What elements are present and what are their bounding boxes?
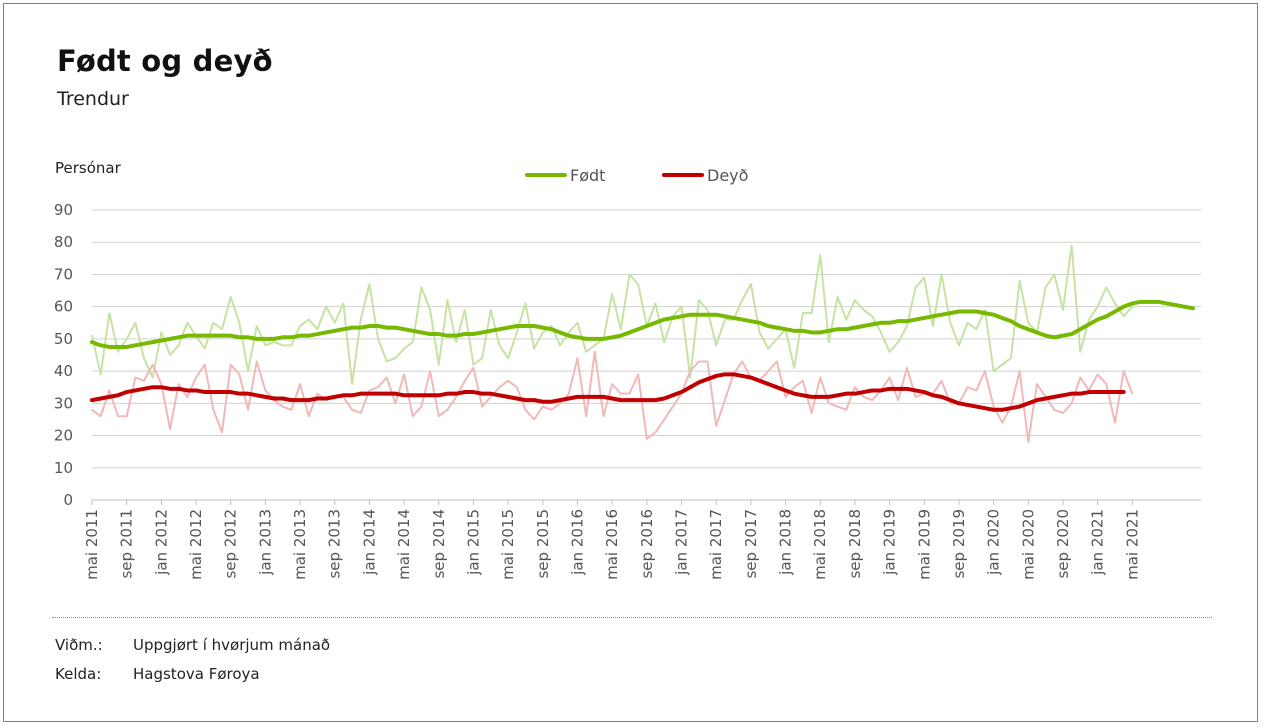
x-tick-label: mai 2020 — [1019, 509, 1037, 580]
x-tick-label: jan 2019 — [881, 509, 899, 576]
footnote-source-row: Kelda: Hagstova Føroya — [55, 665, 260, 683]
footnote-note-row: Viðm.: Uppgjørt í hvørjum mánað — [55, 636, 330, 654]
y-tick-label: 0 — [63, 491, 73, 509]
x-tick-label: jan 2013 — [256, 509, 274, 576]
x-tick-label: sep 2020 — [1054, 509, 1072, 579]
x-tick-label: mai 2013 — [291, 509, 309, 580]
x-tick-label: sep 2014 — [430, 509, 448, 579]
trend-line-born — [90, 299, 1195, 349]
x-tick-label: sep 2017 — [742, 509, 760, 579]
y-tick-label: 80 — [54, 233, 73, 251]
legend-label-born: Født — [570, 166, 605, 185]
y-tick-label: 90 — [54, 201, 73, 219]
trend-line-dead — [90, 372, 1126, 412]
x-tick-label: sep 2013 — [326, 509, 344, 579]
x-tick-label: mai 2016 — [603, 509, 621, 580]
x-tick-label: mai 2021 — [1123, 509, 1141, 580]
x-tick-label: mai 2018 — [811, 509, 829, 580]
y-tick-label: 70 — [54, 265, 73, 283]
x-tick-label: mai 2017 — [707, 509, 725, 580]
x-tick-label: jan 2016 — [568, 509, 586, 576]
x-tick-label: jan 2020 — [985, 509, 1003, 576]
chart-title: Født og deyð — [57, 44, 273, 78]
chart-frame — [3, 3, 1258, 722]
x-axis: mai 2011 sep 2011 jan 2012 mai 2012 sep 2012… — [83, 499, 1201, 580]
x-tick-label: sep 2018 — [846, 509, 864, 579]
footnote-note-label: Viðm.: — [55, 636, 103, 654]
x-tick-label: jan 2015 — [464, 509, 482, 576]
x-tick-label: jan 2014 — [360, 509, 378, 576]
x-tick-label: sep 2012 — [222, 509, 240, 579]
footnote-note-text: Uppgjørt í hvørjum mánað — [133, 636, 331, 654]
x-tick-label: jan 2018 — [777, 509, 795, 576]
y-axis-ticks: 0 10 20 30 40 50 60 70 80 90 — [54, 201, 73, 509]
legend: Født Deyð — [525, 166, 748, 185]
x-tick-label: jan 2021 — [1089, 509, 1107, 576]
y-axis-label: Persónar — [55, 159, 121, 177]
x-tick-label: sep 2016 — [638, 509, 656, 579]
x-tick-label: mai 2011 — [83, 509, 101, 580]
x-tick-label: mai 2019 — [915, 509, 933, 580]
x-tick-label: sep 2019 — [950, 509, 968, 579]
x-tick-label: jan 2012 — [152, 509, 170, 576]
x-tick-label: mai 2014 — [395, 509, 413, 580]
x-tick-label: sep 2011 — [118, 509, 136, 579]
y-tick-label: 30 — [54, 394, 73, 412]
x-tick-label: mai 2012 — [187, 509, 205, 580]
y-tick-label: 20 — [54, 427, 73, 445]
legend-label-dead: Deyð — [707, 166, 748, 185]
series-lines — [90, 244, 1195, 443]
x-tick-label: sep 2015 — [534, 509, 552, 579]
chart-subtitle: Trendur — [57, 88, 129, 110]
y-tick-label: 60 — [54, 298, 73, 316]
footnote-source-label: Kelda: — [55, 665, 102, 683]
y-tick-label: 50 — [54, 330, 73, 348]
footnote-source-text: Hagstova Føroya — [133, 665, 260, 683]
y-tick-label: 40 — [54, 362, 73, 380]
footer-divider — [52, 617, 1212, 618]
monthly-line-born — [91, 244, 1134, 385]
x-tick-label: mai 2015 — [499, 509, 517, 580]
x-tick-label: jan 2017 — [673, 509, 691, 576]
y-tick-label: 10 — [54, 459, 73, 477]
